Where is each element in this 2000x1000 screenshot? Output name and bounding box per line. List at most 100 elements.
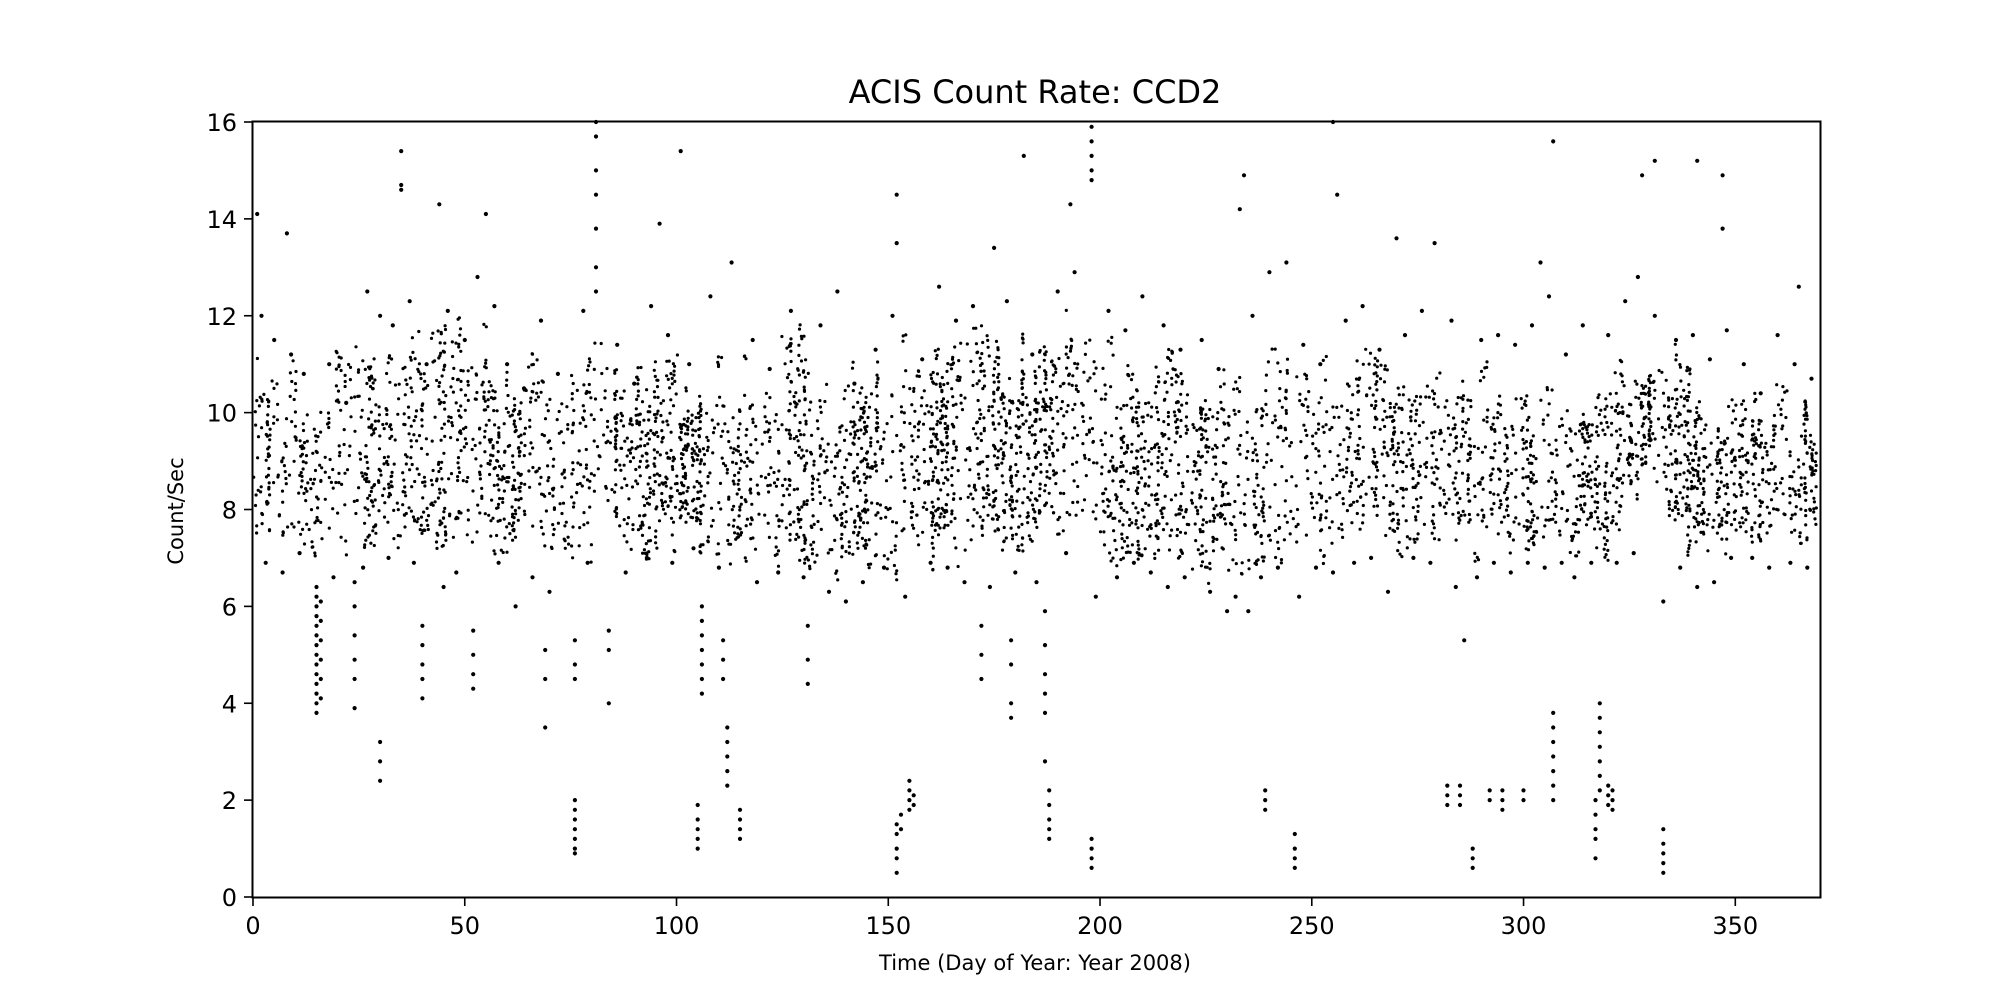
data-point [1165, 371, 1169, 375]
data-point [486, 405, 490, 409]
data-point [516, 446, 521, 450]
data-point [1682, 471, 1686, 475]
data-point [353, 429, 357, 433]
data-point [769, 466, 773, 470]
data-point [864, 542, 868, 546]
data-point [991, 373, 996, 377]
data-point [773, 419, 777, 423]
data-point [363, 477, 367, 481]
data-point [1656, 417, 1661, 421]
data-point [470, 366, 474, 370]
data-point [1020, 381, 1024, 386]
data-point [1596, 433, 1600, 437]
data-point [1302, 423, 1306, 427]
data-point [1144, 501, 1148, 505]
data-point [1066, 403, 1070, 408]
data-point [766, 521, 770, 525]
data-point [634, 467, 638, 472]
data-point [1107, 469, 1111, 473]
data-point [635, 397, 639, 401]
data-point [1170, 453, 1174, 457]
data-point [690, 499, 695, 503]
data-point [737, 807, 743, 812]
data-point [657, 483, 661, 487]
data-point [1376, 359, 1380, 363]
data-point [839, 537, 843, 541]
data-point [1162, 506, 1166, 510]
data-point [1804, 405, 1808, 409]
data-point [1678, 491, 1682, 495]
data-point [945, 369, 949, 373]
data-point [449, 436, 453, 440]
data-point [972, 508, 976, 512]
data-point [1810, 456, 1814, 460]
data-point [1759, 419, 1763, 423]
data-point [1064, 436, 1068, 440]
data-point [331, 467, 335, 472]
data-point [409, 358, 413, 362]
data-point [1812, 507, 1816, 511]
data-point [1132, 470, 1136, 475]
data-point [424, 437, 428, 441]
data-point [912, 386, 916, 391]
data-point [1530, 509, 1534, 513]
data-point [979, 324, 984, 328]
data-point [522, 509, 527, 513]
data-point [443, 407, 447, 411]
data-points [252, 119, 1818, 875]
data-point [882, 554, 886, 558]
data-point [369, 365, 373, 369]
data-point [1149, 415, 1153, 419]
data-point [1397, 406, 1401, 410]
data-point [1298, 392, 1302, 396]
data-point [486, 398, 490, 402]
data-point [1461, 409, 1465, 413]
data-point [993, 447, 998, 451]
data-point [415, 467, 419, 471]
data-point [1325, 410, 1329, 414]
data-point [1583, 503, 1587, 507]
data-point [1253, 448, 1257, 452]
data-point [922, 447, 926, 452]
data-point [489, 384, 493, 388]
data-point [1165, 390, 1169, 394]
data-point [630, 446, 634, 450]
data-point [1503, 491, 1507, 495]
data-point [1372, 504, 1376, 508]
data-point [1294, 484, 1298, 488]
data-point [1788, 501, 1792, 505]
data-point [816, 427, 820, 431]
data-point [1521, 493, 1525, 497]
data-point [1181, 484, 1185, 489]
data-point [319, 478, 323, 483]
data-point [810, 481, 815, 485]
data-point [545, 403, 549, 407]
data-point [963, 548, 967, 552]
data-point [885, 567, 889, 571]
data-point [426, 523, 430, 528]
data-point [437, 469, 441, 474]
data-point [635, 421, 639, 426]
data-point [284, 482, 288, 486]
data-point [475, 530, 479, 534]
data-point [417, 434, 422, 438]
data-point [910, 462, 914, 466]
data-point [1754, 438, 1758, 442]
data-point [996, 375, 1000, 379]
data-point [1131, 395, 1135, 399]
data-point [1355, 456, 1359, 460]
data-point [497, 488, 501, 492]
data-point [264, 458, 268, 462]
data-point [1419, 496, 1423, 500]
data-point [1646, 391, 1651, 395]
data-point [630, 440, 634, 444]
data-point [1129, 378, 1134, 382]
data-point [1772, 467, 1776, 471]
data-point [880, 461, 885, 465]
data-point [544, 509, 549, 513]
data-point [645, 465, 649, 469]
data-point [977, 476, 981, 480]
data-point [1009, 481, 1013, 485]
data-point [451, 390, 455, 394]
data-point [259, 485, 263, 489]
